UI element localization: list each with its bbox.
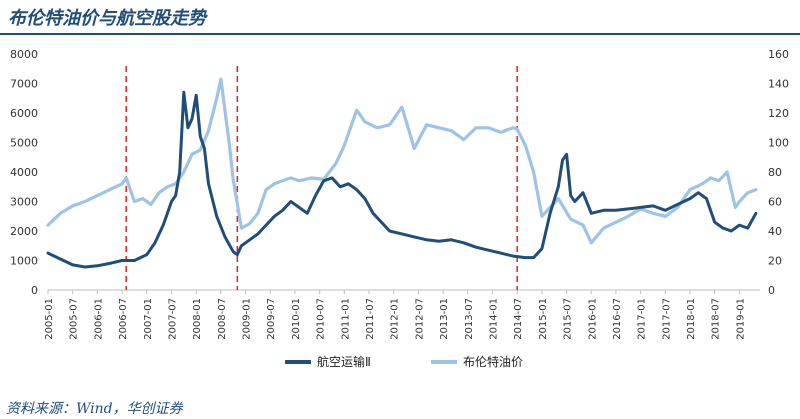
- left-tick-label: 5000: [10, 137, 38, 150]
- right-tick-label: 160: [768, 48, 789, 61]
- x-tick-label: 2013-01: [439, 298, 450, 340]
- x-tick-label: 2011-07: [365, 298, 376, 340]
- x-tick-label: 2016-01: [587, 298, 598, 340]
- x-tick-label: 2016-07: [612, 298, 623, 340]
- x-tick-label: 2007-01: [143, 298, 154, 340]
- x-tick-label: 2014-07: [513, 298, 524, 340]
- x-tick-label: 2015-07: [563, 298, 574, 340]
- left-tick-label: 2000: [10, 225, 38, 238]
- x-tick-label: 2019-01: [735, 298, 746, 340]
- right-axis: 0 20 40 60 80 100 120 140 160: [768, 48, 789, 297]
- x-tick-label: 2007-07: [167, 298, 178, 340]
- x-axis: 2005-01 2005-07 2006-01 2006-07 2007-01 2007-…: [44, 290, 746, 340]
- right-tick-label: 80: [768, 166, 782, 179]
- x-tick-label: 2009-01: [242, 298, 253, 340]
- x-tick-label: 2012-01: [390, 298, 401, 340]
- x-tick-label: 2005-07: [69, 298, 80, 340]
- x-tick-label: 2018-07: [711, 298, 722, 340]
- series-line-brent: [46, 77, 758, 245]
- title-divider: [0, 33, 800, 35]
- x-tick-label: 2014-01: [488, 298, 499, 340]
- legend-label: 航空运输Ⅱ: [317, 354, 371, 369]
- legend: 航空运输Ⅱ 布伦特油价: [285, 354, 523, 369]
- right-tick-label: 100: [768, 137, 789, 150]
- left-axis: 0 1000 2000 3000 4000 5000 6000 7000 8000: [10, 48, 38, 297]
- left-tick-label: 1000: [10, 255, 38, 268]
- right-tick-label: 60: [768, 196, 782, 209]
- x-tick-label: 2011-01: [340, 298, 351, 340]
- x-tick-label: 2008-07: [217, 298, 228, 340]
- left-tick-label: 0: [31, 284, 38, 297]
- x-tick-label: 2017-07: [661, 298, 672, 340]
- source-note: 资料来源：Wind，华创证券: [6, 401, 183, 417]
- x-tick-label: 2018-01: [686, 298, 697, 340]
- x-tick-label: 2009-07: [266, 298, 277, 340]
- left-tick-label: 6000: [10, 107, 38, 120]
- x-tick-label: 2012-07: [414, 298, 425, 340]
- x-tick-label: 2008-01: [192, 298, 203, 340]
- x-tick-label: 2010-07: [316, 298, 327, 340]
- left-tick-label: 4000: [10, 166, 38, 179]
- legend-label: 布伦特油价: [463, 354, 523, 369]
- right-tick-label: 140: [768, 78, 789, 91]
- series-layer: [46, 77, 758, 269]
- left-tick-label: 3000: [10, 196, 38, 209]
- x-tick-label: 2010-01: [291, 298, 302, 340]
- right-tick-label: 40: [768, 225, 782, 238]
- right-tick-label: 120: [768, 107, 789, 120]
- title-bar: 布伦特油价与航空股走势: [0, 0, 800, 35]
- left-tick-label: 7000: [10, 78, 38, 91]
- x-tick-label: 2015-01: [538, 298, 549, 340]
- right-tick-label: 0: [768, 284, 775, 297]
- left-tick-label: 8000: [10, 48, 38, 61]
- series-line-airline: [46, 90, 758, 269]
- x-tick-label: 2006-01: [93, 298, 104, 340]
- x-tick-label: 2005-01: [44, 298, 55, 340]
- chart-area: 0 1000 2000 3000 4000 5000 6000 7000 8000 0 20 40 6…: [10, 48, 789, 369]
- page-title: 布伦特油价与航空股走势: [8, 8, 206, 29]
- x-tick-label: 2017-01: [637, 298, 648, 340]
- x-tick-label: 2013-07: [464, 298, 475, 340]
- right-tick-label: 20: [768, 255, 782, 268]
- x-tick-label: 2006-07: [118, 298, 129, 340]
